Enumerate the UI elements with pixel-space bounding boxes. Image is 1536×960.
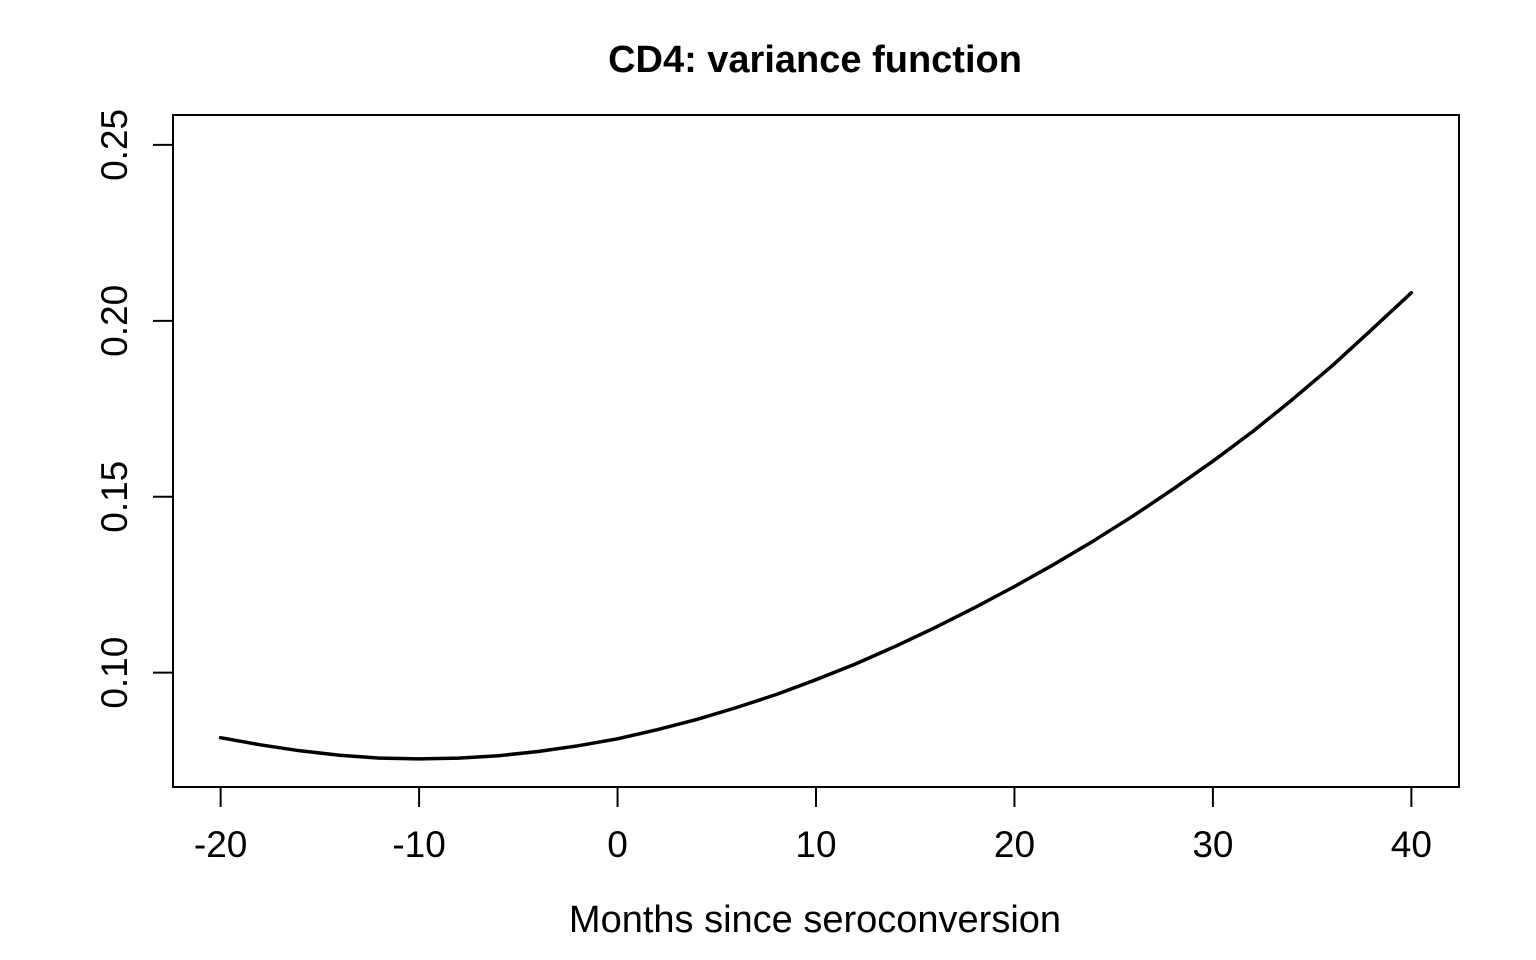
x-tick-label: -20	[194, 824, 247, 865]
chart-title: CD4: variance function	[608, 39, 1022, 81]
y-tick-label: 0.15	[94, 461, 135, 533]
series-line	[218, 290, 1414, 761]
y-tick-label: 0.25	[94, 109, 135, 181]
x-tick-label: -10	[392, 824, 445, 865]
y-tick-label: 0.20	[94, 285, 135, 357]
x-tick-label: 10	[795, 824, 836, 865]
x-axis-label: Months since seroconversion	[569, 899, 1061, 941]
y-axis: 0.10 0.15 0.20 0.25	[94, 109, 174, 709]
x-axis: -20 -10 0 10 20 30 40	[194, 786, 1432, 865]
y-tick-label: 0.10	[94, 637, 135, 709]
x-tick-label: 40	[1391, 824, 1432, 865]
x-tick-label: 30	[1192, 824, 1233, 865]
x-tick-label: 0	[607, 824, 628, 865]
plot-frame	[172, 114, 1460, 788]
series-layer	[218, 290, 1414, 761]
x-tick-label: 20	[994, 824, 1035, 865]
